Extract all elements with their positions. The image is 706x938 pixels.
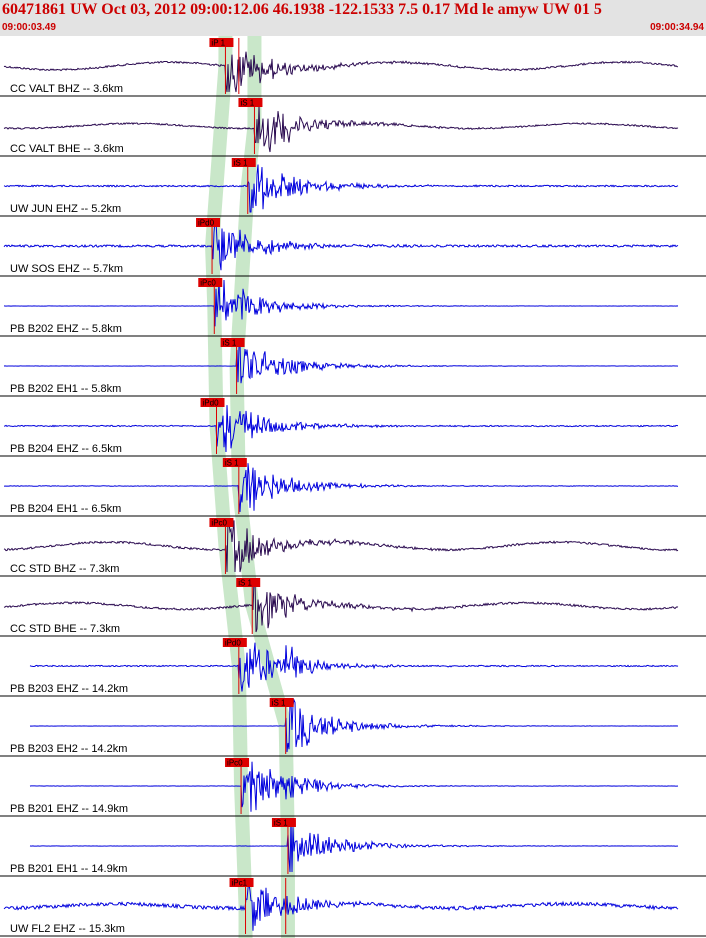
pick-label: iPd0 — [225, 639, 242, 648]
trace-layer: iP 1 CC VALT BHZ -- 3.6km iS 1 CC VALT BHE … — [0, 38, 706, 937]
pick-label: iPd0 — [203, 399, 220, 408]
pick-label: iS 1 — [272, 699, 286, 708]
seismogram-trace — [29, 698, 678, 753]
station-label: PB B203 EHZ -- 14.2km — [10, 683, 128, 695]
seismogram-trace — [3, 579, 679, 633]
event-header: 60471861 UW Oct 03, 2012 09:00:12.06 46.… — [0, 0, 706, 36]
seismogram-trace — [4, 463, 678, 513]
pick-label: iPc0 — [200, 279, 216, 288]
window-start-time: 09:00:03.49 — [2, 22, 56, 33]
pick-label-box — [269, 698, 294, 707]
trace-panel: iPc1 UW FL2 EHZ -- 15.3km — [0, 878, 706, 937]
event-title: 60471861 UW Oct 03, 2012 09:00:12.06 46.… — [2, 1, 602, 18]
pick-label-box — [200, 398, 225, 407]
pick-label: iS 1 — [223, 339, 237, 348]
trace-panel: iPc0 PB B202 EHZ -- 5.8km — [0, 278, 706, 337]
trace-panel: iPc0 PB B201 EHZ -- 14.9km — [0, 758, 706, 817]
seismogram-trace — [3, 105, 679, 153]
pick-label: iS 1 — [274, 819, 288, 828]
pick-label: iPc0 — [211, 519, 227, 528]
station-label: UW SOS EHZ -- 5.7km — [10, 263, 123, 275]
seismogram-plot: iP 1 CC VALT BHZ -- 3.6km iS 1 CC VALT BHE … — [0, 36, 706, 938]
pick-label-box — [236, 578, 261, 587]
pick-label-box — [238, 98, 263, 107]
pick-label-box — [209, 38, 234, 47]
pick-label-box — [229, 878, 254, 887]
pick-label-box — [196, 218, 221, 227]
seismogram-trace — [3, 164, 679, 213]
trace-panel: iPd0 PB B204 EHZ -- 6.5km — [0, 398, 706, 457]
station-label: PB B204 EHZ -- 6.5km — [10, 443, 122, 455]
pick-bands — [205, 36, 295, 938]
station-label: CC STD BHZ -- 7.3km — [10, 563, 119, 575]
station-label: CC VALT BHZ -- 3.6km — [10, 83, 123, 95]
window-end-time: 09:00:34.94 — [650, 22, 704, 33]
station-label: PB B202 EH1 -- 5.8km — [10, 383, 121, 395]
pick-label: iPc1 — [232, 879, 248, 888]
trace-panel: iPc0 CC STD BHZ -- 7.3km — [0, 518, 706, 577]
trace-panel: iS 1 PB B203 EH2 -- 14.2km — [0, 698, 706, 757]
p-pick-band — [205, 36, 253, 938]
pick-label-box — [231, 158, 256, 167]
seismogram-trace — [3, 279, 679, 327]
station-label: CC VALT BHE -- 3.6km — [10, 143, 124, 155]
station-label: PB B204 EH1 -- 6.5km — [10, 503, 121, 515]
seismogram-trace — [3, 519, 679, 573]
trace-panel: iS 1 PB B201 EH1 -- 14.9km — [0, 818, 706, 877]
pick-label-box — [225, 758, 250, 767]
pick-label-box — [209, 518, 234, 527]
trace-panel: iP 1 CC VALT BHZ -- 3.6km — [0, 38, 706, 97]
trace-panel: iS 1 PB B202 EH1 -- 5.8km — [0, 338, 706, 397]
seismogram-trace — [3, 883, 679, 931]
seismogram-trace — [3, 51, 679, 93]
pick-label: iPd0 — [198, 219, 215, 228]
pick-label: iS 1 — [240, 99, 254, 108]
s-pick-band — [229, 36, 295, 938]
pick-label: iPc0 — [227, 759, 243, 768]
trace-panel: iS 1 UW JUN EHZ -- 5.2km — [0, 158, 706, 217]
seismogram-trace — [29, 642, 679, 692]
station-label: PB B203 EH2 -- 14.2km — [10, 743, 127, 755]
pick-label: iS 1 — [225, 459, 239, 468]
pick-label-box — [220, 338, 245, 347]
station-label: PB B202 EHZ -- 5.8km — [10, 323, 122, 335]
station-label: CC STD BHE -- 7.3km — [10, 623, 120, 635]
trace-panel: iS 1 CC VALT BHE -- 3.6km — [0, 98, 706, 157]
station-label: UW JUN EHZ -- 5.2km — [10, 203, 121, 215]
pick-label-box — [222, 458, 247, 467]
trace-panel: iPd0 PB B203 EHZ -- 14.2km — [0, 638, 706, 697]
seismogram-trace — [3, 405, 678, 453]
pick-label: iP 1 — [211, 39, 225, 48]
seismogram-trace — [3, 219, 679, 271]
seismogram-trace — [29, 761, 679, 812]
pick-label-box — [198, 278, 223, 287]
trace-panel: iS 1 CC STD BHE -- 7.3km — [0, 578, 706, 637]
seismogram-trace — [3, 342, 679, 384]
station-label: UW FL2 EHZ -- 15.3km — [10, 923, 125, 935]
pick-label-box — [222, 638, 247, 647]
pick-label-box — [271, 818, 296, 827]
station-label: PB B201 EH1 -- 14.9km — [10, 863, 127, 875]
trace-panel: iPd0 UW SOS EHZ -- 5.7km — [0, 218, 706, 277]
seismogram-trace — [29, 819, 679, 873]
station-label: PB B201 EHZ -- 14.9km — [10, 803, 128, 815]
pick-label: iS 1 — [238, 579, 252, 588]
pick-label: iS 1 — [234, 159, 248, 168]
trace-panel: iS 1 PB B204 EH1 -- 6.5km — [0, 458, 706, 517]
